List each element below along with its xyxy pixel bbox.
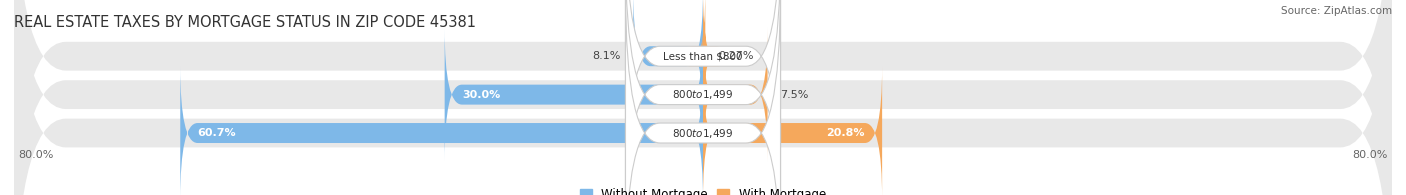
FancyBboxPatch shape [14, 0, 1392, 195]
Legend: Without Mortgage, With Mortgage: Without Mortgage, With Mortgage [581, 188, 825, 195]
Text: 8.1%: 8.1% [592, 51, 620, 61]
FancyBboxPatch shape [180, 66, 703, 195]
Text: Source: ZipAtlas.com: Source: ZipAtlas.com [1281, 6, 1392, 16]
FancyBboxPatch shape [14, 0, 1392, 195]
FancyBboxPatch shape [626, 0, 780, 195]
FancyBboxPatch shape [444, 28, 703, 161]
Text: Less than $800: Less than $800 [664, 51, 742, 61]
Text: 0.27%: 0.27% [718, 51, 754, 61]
FancyBboxPatch shape [703, 66, 882, 195]
Text: 7.5%: 7.5% [780, 90, 808, 100]
FancyBboxPatch shape [626, 0, 780, 195]
Text: 80.0%: 80.0% [18, 150, 53, 160]
Text: 60.7%: 60.7% [197, 128, 236, 138]
Text: 30.0%: 30.0% [461, 90, 501, 100]
FancyBboxPatch shape [14, 0, 1392, 195]
FancyBboxPatch shape [626, 0, 780, 195]
Text: 20.8%: 20.8% [827, 128, 865, 138]
Text: 80.0%: 80.0% [1353, 150, 1388, 160]
Text: REAL ESTATE TAXES BY MORTGAGE STATUS IN ZIP CODE 45381: REAL ESTATE TAXES BY MORTGAGE STATUS IN … [14, 15, 477, 30]
FancyBboxPatch shape [703, 28, 768, 161]
FancyBboxPatch shape [688, 0, 720, 123]
FancyBboxPatch shape [633, 0, 703, 123]
Text: $800 to $1,499: $800 to $1,499 [672, 88, 734, 101]
Text: $800 to $1,499: $800 to $1,499 [672, 127, 734, 139]
